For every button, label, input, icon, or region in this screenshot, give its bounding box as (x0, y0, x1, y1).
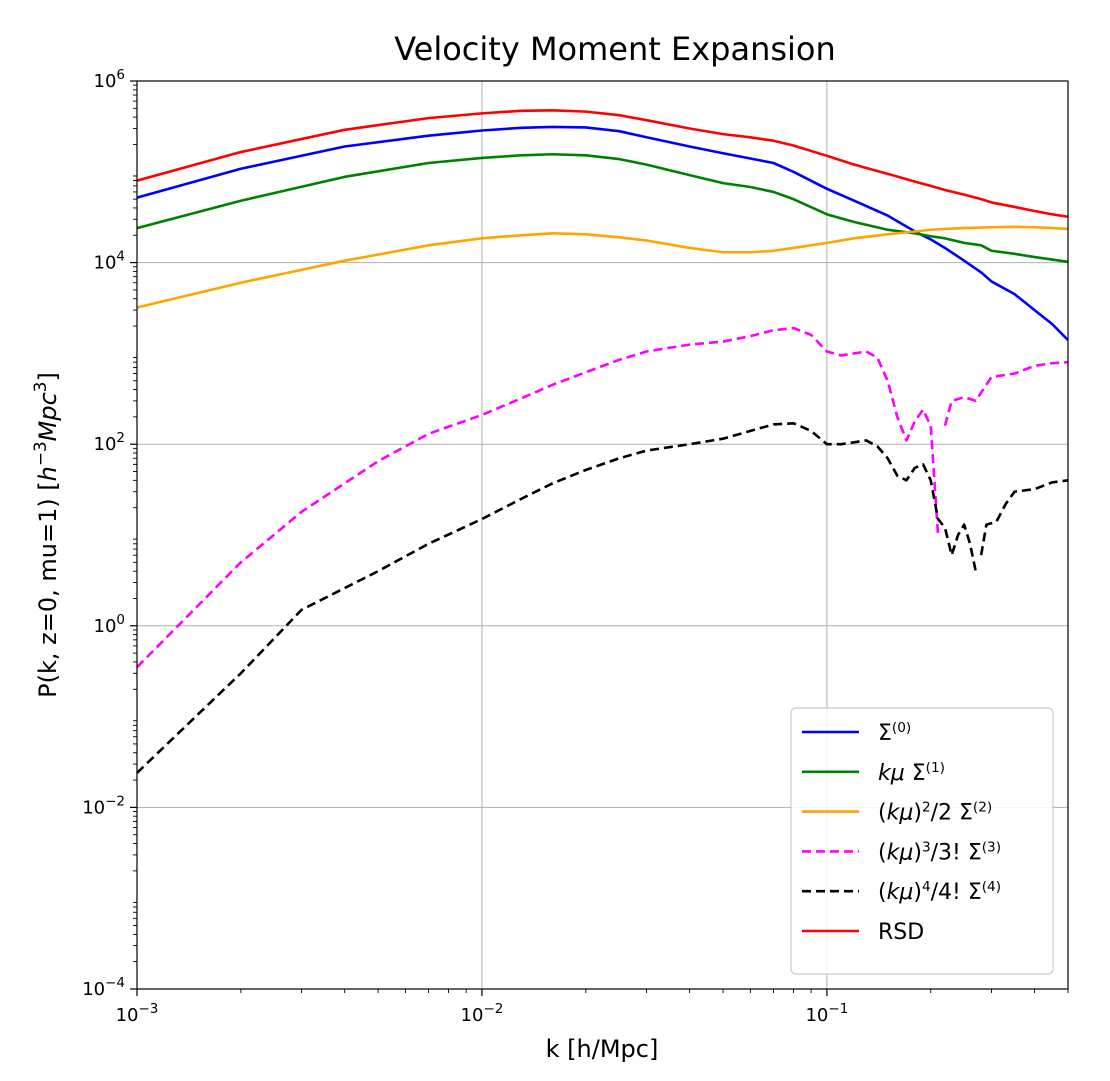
x-tick-label: 10−3 (116, 1001, 159, 1026)
series-line (136, 152, 1069, 264)
legend-label: (kμ)2/2 Σ(2) (878, 800, 992, 826)
x-tick-label: 10−1 (805, 1001, 848, 1026)
x-axis-label: k [h/Mpc] (546, 1035, 659, 1063)
series-line (136, 125, 1069, 342)
series-2 (136, 225, 1069, 309)
legend-box (790, 707, 1054, 975)
x-tick-label: 10−2 (461, 1001, 504, 1026)
plot-frame (136, 80, 1069, 990)
legend-label: (kμ)4/4! Σ(4) (878, 879, 1001, 905)
legend-label: (kμ)3/3! Σ(3) (878, 839, 1001, 865)
y-ticks: 10−4 10−2 100 102 104 106 (82, 67, 137, 1000)
y-tick-label: 10−4 (82, 975, 125, 1000)
y-tick-label: 104 (94, 249, 126, 274)
series-3 (136, 326, 1069, 669)
legend-label: Σ(0) (878, 720, 911, 746)
y-tick-label: 100 (94, 612, 126, 637)
series-4 (136, 421, 1069, 774)
y-tick-label: 10−2 (82, 793, 125, 818)
x-ticks: 10−3 10−2 10−1 (116, 989, 1069, 1026)
series-line (136, 326, 940, 669)
legend-label: kμ Σ(1) (878, 760, 945, 786)
series-line (943, 360, 1069, 427)
chart-title: Velocity Moment Expansion (394, 30, 836, 68)
series-layer (136, 109, 1069, 774)
series-1 (136, 152, 1069, 264)
legend: Σ(0) kμ Σ(1) (kμ)2/2 Σ(2) (kμ)3/3! Σ(3) (kμ)… (790, 707, 1054, 975)
grid (137, 81, 1068, 989)
legend-label: RSD (878, 920, 924, 945)
y-axis-label: P(k, z=0, mu=1) [h−3Mpc3] (30, 372, 62, 698)
series-line (136, 109, 1069, 219)
y-tick-label: 106 (94, 67, 126, 92)
y-tick-label: 102 (94, 430, 126, 455)
series-line (979, 479, 1069, 556)
series-0 (136, 125, 1069, 342)
series-line (136, 421, 977, 774)
series-5 (136, 109, 1069, 219)
series-line (136, 225, 1069, 309)
